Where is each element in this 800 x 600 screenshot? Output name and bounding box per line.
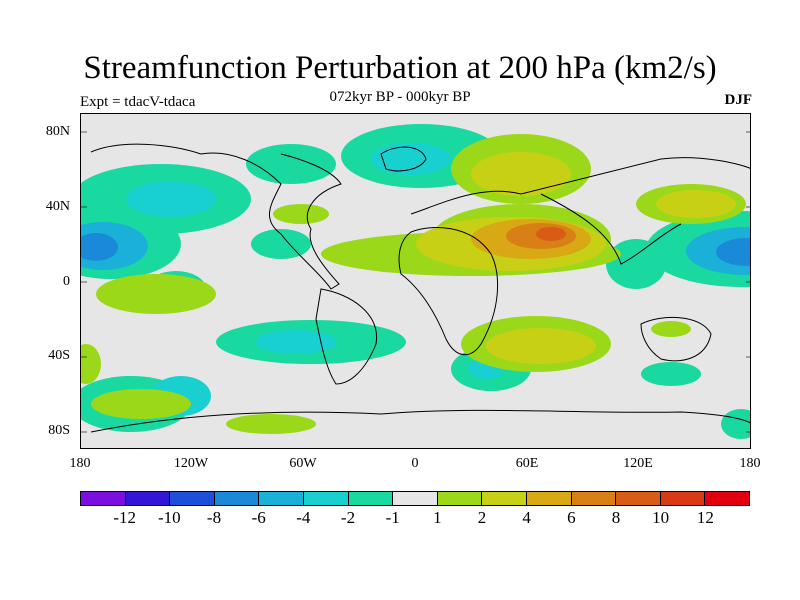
colorbar-label: 10: [652, 508, 670, 527]
contour-fill: [91, 389, 191, 419]
lon-label: 60E: [515, 456, 539, 471]
colorbar-swatch: [437, 492, 483, 505]
lon-label: 60W: [289, 456, 317, 471]
south-america-coast: [315, 288, 377, 385]
contour-fill: [536, 227, 566, 241]
lat-label: 80S: [48, 423, 70, 438]
season-label: DJF: [724, 92, 753, 108]
contour-fill: [606, 239, 666, 289]
colorbar-swatch: [259, 492, 304, 505]
colorbar-swatch: [348, 492, 394, 505]
contour-fill: [656, 190, 736, 218]
map-panel: [80, 113, 751, 449]
colorbar-label: -4: [296, 508, 311, 527]
north-america-coast: [90, 143, 342, 290]
contour-fill: [641, 362, 701, 386]
colorbar: [80, 491, 750, 506]
colorbar-swatch: [125, 492, 171, 505]
lon-label: 0: [411, 456, 419, 471]
colorbar-label: 8: [611, 508, 621, 527]
chart-subtitle: 072kyr BP - 000kyr BP: [329, 89, 471, 105]
contour-fill: [716, 238, 750, 266]
antarctica-coast: [90, 409, 750, 433]
contour-fill: [371, 143, 451, 175]
colorbar-label: 4: [522, 508, 531, 527]
colorbar-swatch: [571, 492, 617, 505]
colorbar-label: 12: [696, 508, 714, 527]
colorbar-label: 6: [567, 508, 576, 527]
colorbar-swatch: [660, 492, 706, 505]
colorbar-swatch: [705, 492, 749, 505]
contour-fill: [486, 328, 596, 364]
colorbar-label: -8: [206, 508, 222, 527]
coastlines: [90, 143, 750, 433]
contour-fill: [81, 344, 101, 384]
colorbar-swatch: [214, 492, 260, 505]
contour-fill: [256, 330, 336, 354]
experiment-label: Expt = tdacV-tdaca: [80, 94, 196, 110]
colorbar-swatch: [170, 492, 215, 505]
colorbar-label: -1: [385, 508, 400, 527]
lon-label: 180: [739, 456, 761, 471]
colorbar-label: -10: [157, 508, 181, 527]
colorbar-swatch: [303, 492, 349, 505]
lat-label: 40N: [45, 199, 70, 214]
colorbar-label: -6: [251, 508, 266, 527]
contour-fill: [246, 144, 336, 184]
contour-fill: [273, 204, 329, 224]
chart-title: Streamfunction Perturbation at 200 hPa (…: [83, 50, 717, 86]
lon-label: 120E: [623, 456, 653, 471]
contour-fill: [651, 321, 691, 337]
contour-fill: [81, 233, 118, 261]
lon-label: 180: [69, 456, 91, 471]
australia-coast: [640, 316, 712, 362]
contour-fill: [126, 181, 216, 217]
lat-label: 40S: [48, 348, 70, 363]
streamfunction-map: [81, 114, 750, 448]
colorbar-label: -2: [340, 508, 356, 527]
contour-fill: [96, 274, 216, 314]
colorbar-swatch: [393, 492, 438, 505]
greenland-coast: [380, 146, 427, 172]
contour-fill: [226, 414, 316, 434]
colorbar-swatch: [482, 492, 527, 505]
eurasia-coast: [410, 157, 750, 265]
colorbar-swatch: [616, 492, 661, 505]
lon-label: 120W: [173, 456, 209, 471]
colorbar-label: 2: [477, 508, 487, 527]
colorbar-label: 1: [433, 508, 442, 527]
colorbar-swatch: [81, 492, 126, 505]
colorbar-label: -12: [113, 508, 136, 527]
colorbar-swatch: [526, 492, 572, 505]
map-ticks: [81, 131, 750, 433]
lat-label: 80N: [45, 124, 70, 139]
contour-fill: [471, 152, 571, 196]
lat-label: 0: [63, 274, 70, 289]
africa-coast: [398, 227, 499, 356]
